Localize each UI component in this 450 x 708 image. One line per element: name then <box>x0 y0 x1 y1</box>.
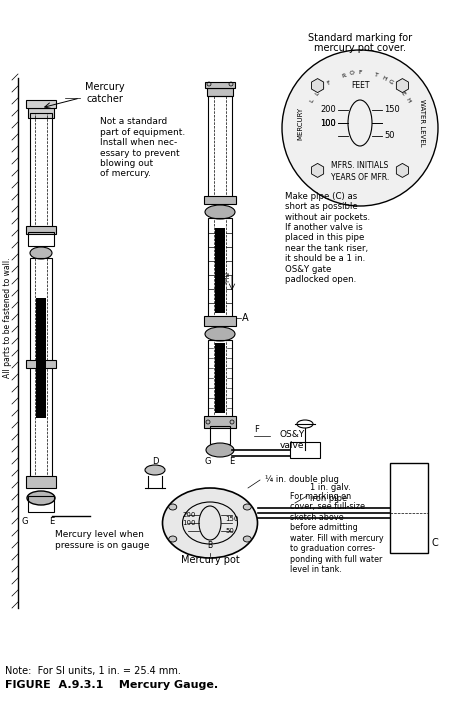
Text: 150: 150 <box>225 516 238 522</box>
Bar <box>208 218 232 318</box>
Ellipse shape <box>169 536 177 542</box>
Polygon shape <box>396 79 409 93</box>
Text: 50: 50 <box>225 528 234 534</box>
Text: 1 in. galv.
iron pipe: 1 in. galv. iron pipe <box>310 484 351 503</box>
Text: H: H <box>404 97 411 104</box>
Text: Mercury level when
pressure is on gauge: Mercury level when pressure is on gauge <box>55 530 149 549</box>
Text: A: A <box>242 313 248 323</box>
Ellipse shape <box>169 504 177 510</box>
Bar <box>26 226 56 234</box>
Text: F: F <box>358 71 362 76</box>
Text: All parts to be fastened to wall.: All parts to be fastened to wall. <box>4 258 13 378</box>
Bar <box>26 100 56 108</box>
Bar <box>390 463 428 553</box>
Text: F: F <box>326 79 332 86</box>
Text: L: L <box>314 91 320 96</box>
Text: Mercury pot: Mercury pot <box>180 555 239 565</box>
Bar <box>215 343 225 413</box>
Text: OS&Y
valve: OS&Y valve <box>280 430 305 450</box>
Text: U: U <box>319 84 326 91</box>
Text: E: E <box>400 91 406 97</box>
Text: MFRS. INITIALS: MFRS. INITIALS <box>331 161 389 171</box>
Text: ¼ in. double plug: ¼ in. double plug <box>265 476 339 484</box>
Text: MERCURY: MERCURY <box>297 106 303 139</box>
Bar <box>204 196 236 204</box>
Text: FILL: FILL <box>222 272 227 284</box>
Text: I: I <box>395 85 400 90</box>
Bar <box>30 258 52 478</box>
Text: G: G <box>387 79 394 86</box>
Ellipse shape <box>30 247 52 259</box>
Circle shape <box>282 50 438 206</box>
Text: 100: 100 <box>320 118 336 127</box>
Bar <box>290 442 320 458</box>
Text: D: D <box>152 457 158 467</box>
Bar <box>204 416 236 428</box>
Text: E: E <box>230 457 234 467</box>
Text: R: R <box>341 72 346 79</box>
Bar <box>28 232 54 246</box>
Polygon shape <box>396 164 409 178</box>
Text: 150: 150 <box>384 105 400 115</box>
Text: L: L <box>309 98 315 103</box>
Ellipse shape <box>243 536 251 542</box>
Text: O: O <box>349 71 355 76</box>
Text: 100: 100 <box>183 520 196 526</box>
Bar <box>204 316 236 326</box>
Text: mercury pot cover.: mercury pot cover. <box>314 43 406 53</box>
Ellipse shape <box>206 443 234 457</box>
Text: Note:  For SI units, 1 in. = 25.4 mm.: Note: For SI units, 1 in. = 25.4 mm. <box>5 666 181 676</box>
Text: Mercury
catcher: Mercury catcher <box>85 82 125 104</box>
Ellipse shape <box>205 327 235 341</box>
Text: C: C <box>432 538 439 548</box>
Polygon shape <box>311 164 324 178</box>
Text: 200: 200 <box>320 105 336 115</box>
Ellipse shape <box>162 488 257 558</box>
Text: For marking on
cover, see full-size
sketch above
before admitting
water. Fill wi: For marking on cover, see full-size sket… <box>290 492 383 574</box>
Text: H: H <box>381 75 387 81</box>
Ellipse shape <box>27 491 55 505</box>
Text: Standard marking for: Standard marking for <box>308 33 412 43</box>
Text: F: F <box>254 426 259 435</box>
Bar <box>26 476 56 488</box>
Bar <box>215 228 225 313</box>
Text: T: T <box>374 72 379 79</box>
Text: Not a standard
part of equipment.
Install when nec-
essary to prevent
blowing ou: Not a standard part of equipment. Instal… <box>100 118 185 178</box>
Bar <box>208 96 232 198</box>
Text: FIGURE  A.9.3.1    Mercury Gauge.: FIGURE A.9.3.1 Mercury Gauge. <box>5 680 218 690</box>
Ellipse shape <box>205 205 235 219</box>
Ellipse shape <box>243 504 251 510</box>
Bar <box>36 298 46 418</box>
Bar <box>30 113 52 228</box>
Bar <box>28 496 54 512</box>
Text: 50: 50 <box>384 132 395 140</box>
Bar <box>208 340 232 418</box>
Text: FEET: FEET <box>351 81 369 91</box>
Text: G: G <box>205 457 211 467</box>
Text: B: B <box>207 540 212 549</box>
Text: 200: 200 <box>183 512 196 518</box>
Bar <box>210 426 230 444</box>
Text: 100: 100 <box>320 118 336 127</box>
Text: YEARS OF MFR.: YEARS OF MFR. <box>331 173 389 183</box>
Bar <box>26 360 56 368</box>
Text: E: E <box>50 518 54 527</box>
Bar <box>205 82 235 88</box>
Text: WATER LEVEL: WATER LEVEL <box>419 99 425 147</box>
Polygon shape <box>311 79 324 93</box>
Ellipse shape <box>145 465 165 475</box>
Text: G: G <box>22 518 28 527</box>
Bar <box>207 88 233 96</box>
Text: Make pipe (C) as
short as possible
without air pockets.
If another valve is
plac: Make pipe (C) as short as possible witho… <box>285 192 370 284</box>
Bar <box>28 108 54 118</box>
